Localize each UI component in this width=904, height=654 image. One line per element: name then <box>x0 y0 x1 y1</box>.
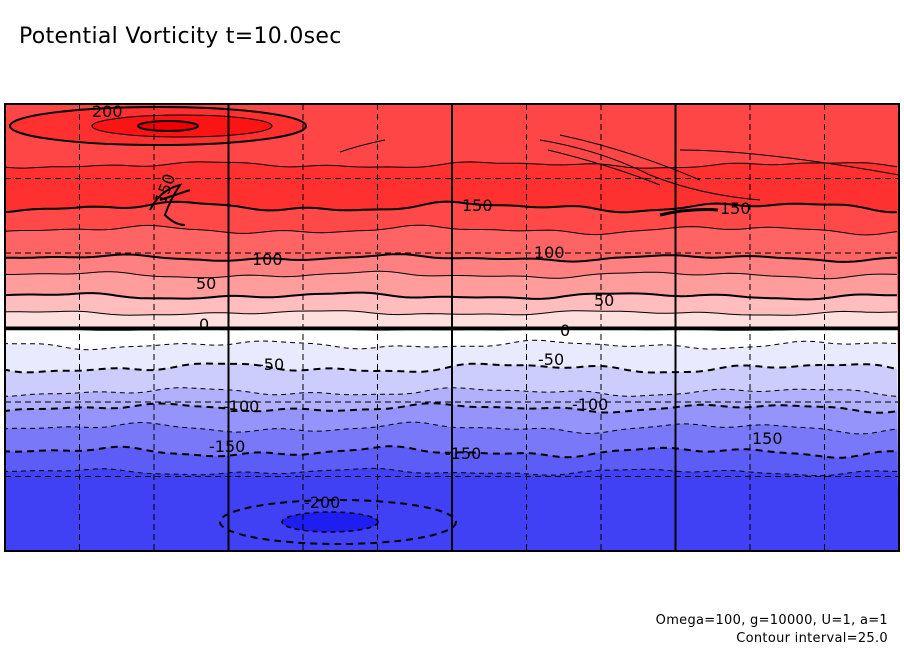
filament-contour <box>659 208 719 217</box>
contour-label: 150 <box>462 196 493 215</box>
contour-line--75 <box>5 387 898 397</box>
low-200-core <box>282 512 378 532</box>
filament-contour <box>539 139 761 201</box>
contour-line-100 <box>5 253 898 263</box>
contour-label: 200 <box>92 102 123 121</box>
contour-label: -200 <box>304 493 340 512</box>
contour-label: -100 <box>572 395 608 414</box>
contour-line-225 <box>91 114 273 138</box>
high-200-center <box>138 121 198 131</box>
contour-label: 100 <box>252 250 283 269</box>
contour-line--100 <box>5 402 898 414</box>
contour-label: 50 <box>196 274 216 293</box>
contour-label: 50 <box>594 291 614 310</box>
contour-label: 150 <box>720 199 751 218</box>
contour-line-neg225 <box>281 511 379 533</box>
contour-label: 100 <box>534 243 565 262</box>
contour-line--150 <box>5 445 898 459</box>
contour-line--50 <box>5 362 898 374</box>
contour-line-50 <box>5 291 898 301</box>
contour-interval-text: Contour interval=25.0 <box>736 631 888 646</box>
contour-label: 0 <box>199 315 209 334</box>
swirl-contour <box>159 189 191 201</box>
filament-contour <box>339 139 386 153</box>
contour-label: -50 <box>258 355 284 374</box>
contour-line-200 <box>9 106 307 146</box>
contour-line-neg200 <box>219 499 457 545</box>
contour-line--125 <box>5 421 898 435</box>
contour-line-75 <box>5 270 898 280</box>
contour-line-125 <box>5 224 898 236</box>
filament-contour <box>547 149 661 186</box>
contour-line-25 <box>5 310 898 316</box>
contour-line-175 <box>5 161 898 169</box>
filament-contour <box>679 149 899 176</box>
grid-lines <box>5 104 899 551</box>
contour-label: 0 <box>560 321 570 340</box>
contour-line--25 <box>5 339 898 351</box>
plot-frame <box>4 103 900 552</box>
filament-contour <box>559 134 701 181</box>
contour-label: -100 <box>223 397 259 416</box>
parameters-text: Omega=100, g=10000, U=1, a=1 <box>655 613 888 628</box>
contour-label: -150 <box>445 444 481 463</box>
swirl-contour <box>149 183 186 226</box>
contour-label: 150 <box>752 429 783 448</box>
contour-labels: 200 150 150 150 100 100 50 50 0 0 -50 -50 -100 -100 -1… <box>92 102 783 512</box>
contour-label: -50 <box>538 350 564 369</box>
chart-title: Potential Vorticity t=10.0sec <box>19 24 342 49</box>
contour-label: -150 <box>209 437 245 456</box>
contour-line-250 <box>137 120 199 132</box>
